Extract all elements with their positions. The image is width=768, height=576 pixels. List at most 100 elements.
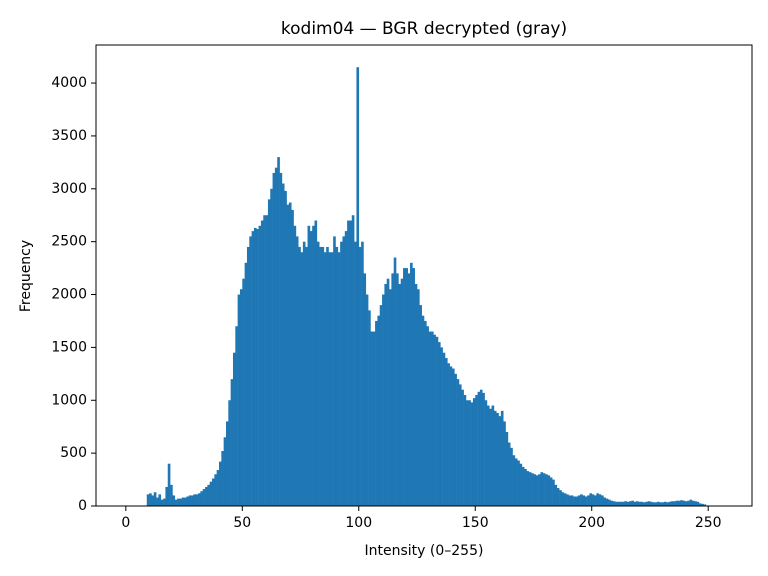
bar [428, 331, 432, 506]
bar [354, 241, 357, 506]
bar [291, 209, 294, 507]
bar [295, 236, 299, 507]
bar [458, 384, 462, 506]
bar [193, 494, 197, 506]
bar [584, 496, 588, 506]
bar [337, 252, 341, 506]
bar [533, 474, 537, 506]
bar [391, 273, 395, 506]
bar [239, 289, 243, 506]
bar [265, 215, 269, 507]
bar [552, 479, 555, 506]
bar [251, 231, 255, 506]
bar [654, 502, 658, 506]
bar [531, 473, 534, 506]
bar [649, 501, 653, 506]
bar [684, 501, 688, 506]
bar [549, 477, 553, 506]
bar [221, 451, 224, 506]
bar [216, 470, 220, 506]
bar [305, 246, 308, 506]
bar [405, 268, 408, 506]
bar [347, 220, 350, 506]
bar [184, 497, 187, 506]
y-tick-label: 3000 [51, 181, 87, 197]
bar [687, 500, 690, 506]
bar [200, 491, 203, 506]
bar [298, 246, 301, 506]
bar [151, 495, 155, 506]
bar [437, 342, 441, 506]
bar [351, 215, 355, 507]
bar [307, 225, 311, 506]
bar [661, 502, 665, 506]
x-tick-label: 100 [345, 515, 372, 531]
bar [594, 495, 597, 506]
bar [212, 478, 215, 506]
bar [232, 352, 236, 506]
bar [526, 471, 530, 506]
bar [410, 262, 413, 506]
bar [302, 241, 306, 506]
bar [314, 220, 318, 506]
bar [642, 502, 646, 506]
bar [165, 486, 169, 506]
bar [659, 502, 662, 506]
bar [382, 294, 385, 506]
bar [156, 497, 159, 506]
bar [223, 437, 227, 506]
y-tick-label: 500 [60, 445, 87, 461]
bar [335, 246, 339, 506]
bar [263, 215, 266, 507]
bar [435, 336, 439, 506]
bar [547, 475, 551, 506]
y-tick-label: 1500 [51, 339, 87, 355]
bar [403, 268, 406, 506]
bar [333, 236, 336, 507]
x-tick-label: 250 [695, 515, 722, 531]
bar [507, 442, 511, 506]
bar [677, 500, 681, 506]
bar [521, 466, 525, 506]
bar [242, 278, 245, 506]
y-tick-label: 0 [78, 498, 87, 514]
bar [167, 463, 171, 506]
bar [442, 352, 446, 506]
bar [608, 499, 611, 506]
bar [407, 273, 411, 506]
x-tick-label: 200 [578, 515, 605, 531]
bar [323, 252, 327, 506]
bar [598, 494, 602, 506]
bar [389, 289, 392, 506]
bar [202, 489, 206, 506]
bar [447, 363, 450, 506]
bar [556, 488, 560, 506]
bar [244, 262, 248, 506]
bar [207, 484, 210, 506]
bar [393, 257, 397, 506]
x-tick-label: 50 [233, 515, 251, 531]
bar [195, 494, 199, 506]
bar [424, 320, 427, 506]
bar [596, 493, 600, 506]
bar [149, 493, 152, 506]
bar [682, 500, 686, 506]
bar [281, 183, 285, 506]
bar [205, 486, 208, 506]
bar [426, 326, 429, 506]
bar [510, 447, 513, 506]
bar [566, 494, 569, 506]
bar [554, 484, 558, 506]
bar [619, 501, 623, 506]
bar [491, 405, 495, 506]
bar [377, 315, 381, 506]
bar [228, 400, 231, 506]
bar [468, 400, 471, 506]
bar [496, 412, 499, 506]
bar [153, 492, 157, 506]
bar [503, 421, 506, 506]
bar [419, 305, 422, 506]
y-tick-label: 3500 [51, 128, 87, 144]
